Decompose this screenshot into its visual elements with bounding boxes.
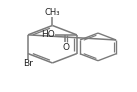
Text: CH₃: CH₃: [45, 8, 60, 17]
Text: Br: Br: [23, 59, 33, 68]
Text: HO: HO: [41, 30, 55, 39]
Text: O: O: [63, 43, 70, 52]
